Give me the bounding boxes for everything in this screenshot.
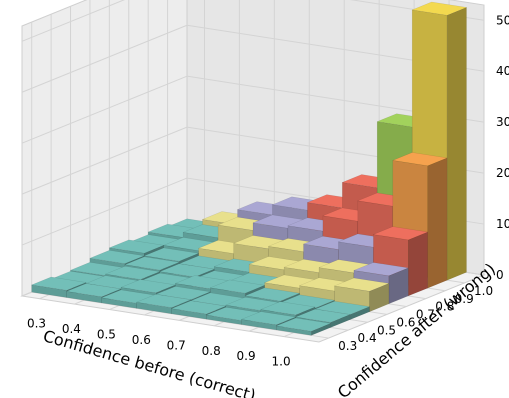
bar-top-face — [240, 311, 297, 326]
x-tick-label: 0.5 — [97, 328, 116, 342]
y-tick-label: 0.3 — [338, 339, 357, 353]
bar-top-face — [275, 317, 332, 332]
z-tick-label: 400 — [496, 64, 509, 78]
bar-top-face — [333, 277, 390, 292]
x-tick-label: 0.7 — [167, 338, 186, 352]
z-tick-label: 300 — [496, 115, 509, 129]
gridline — [21, 75, 188, 144]
y-tick-label: 0.8 — [435, 300, 454, 314]
bar-side-face — [427, 157, 448, 289]
y-tick-label: 0.9 — [455, 292, 474, 306]
bar-top-face — [209, 279, 266, 294]
bar-top-face — [135, 294, 192, 308]
gridline — [21, 24, 188, 93]
z-tick-label: 200 — [496, 166, 509, 180]
bar-top-face — [123, 256, 181, 271]
bar-top-face — [259, 301, 317, 316]
z-tick-label: 0 — [496, 268, 504, 282]
y-tick-label: 0.5 — [377, 323, 396, 337]
bar-side-face — [408, 231, 428, 297]
bar-top-face — [294, 308, 352, 323]
x-tick-label: 0.9 — [237, 349, 256, 363]
z-tick-label: 100 — [496, 217, 509, 231]
bar-top-face — [391, 152, 449, 167]
x-tick-label: 0.3 — [27, 317, 46, 331]
bars-group — [30, 1, 468, 336]
bar-top-face — [352, 262, 410, 277]
y-tick-label: 1.0 — [474, 284, 493, 298]
bar-top-face — [154, 286, 212, 300]
bar-top-face — [120, 279, 177, 294]
gridline — [21, 0, 125, 42]
bar-top-face — [143, 247, 200, 262]
bar-top-face — [88, 250, 146, 264]
bar-1-0.35 — [275, 317, 332, 336]
bar-top-face — [158, 263, 216, 278]
tick-labels: 0.3 0.4 0.5 0.6 0.7 0.8 0.9 1.00.30.40.50.60.70… — [27, 13, 509, 368]
y-tick-label: 0.6 — [396, 315, 415, 329]
y-tick-label: 0.7 — [416, 308, 435, 322]
gridline — [21, 126, 188, 195]
bar-top-face — [108, 239, 165, 254]
bar-top-face — [104, 265, 161, 280]
x-tick-label: 0.8 — [202, 344, 221, 358]
y-tick-label: 0.4 — [358, 331, 377, 345]
x-tick-label: 1.0 — [272, 355, 291, 369]
z-tick-label: 500 — [496, 13, 509, 27]
bar-top-face — [170, 300, 227, 315]
bar-top-face — [65, 283, 122, 298]
bar-top-face — [30, 276, 88, 291]
bar-side-face — [446, 7, 467, 281]
gridline — [21, 177, 188, 246]
bar-top-face — [244, 287, 301, 302]
bar-top-face — [372, 226, 429, 241]
bar-top-face — [411, 1, 468, 16]
x-tick-label: 0.4 — [62, 322, 81, 336]
x-tick-label: 0.6 — [132, 333, 151, 347]
